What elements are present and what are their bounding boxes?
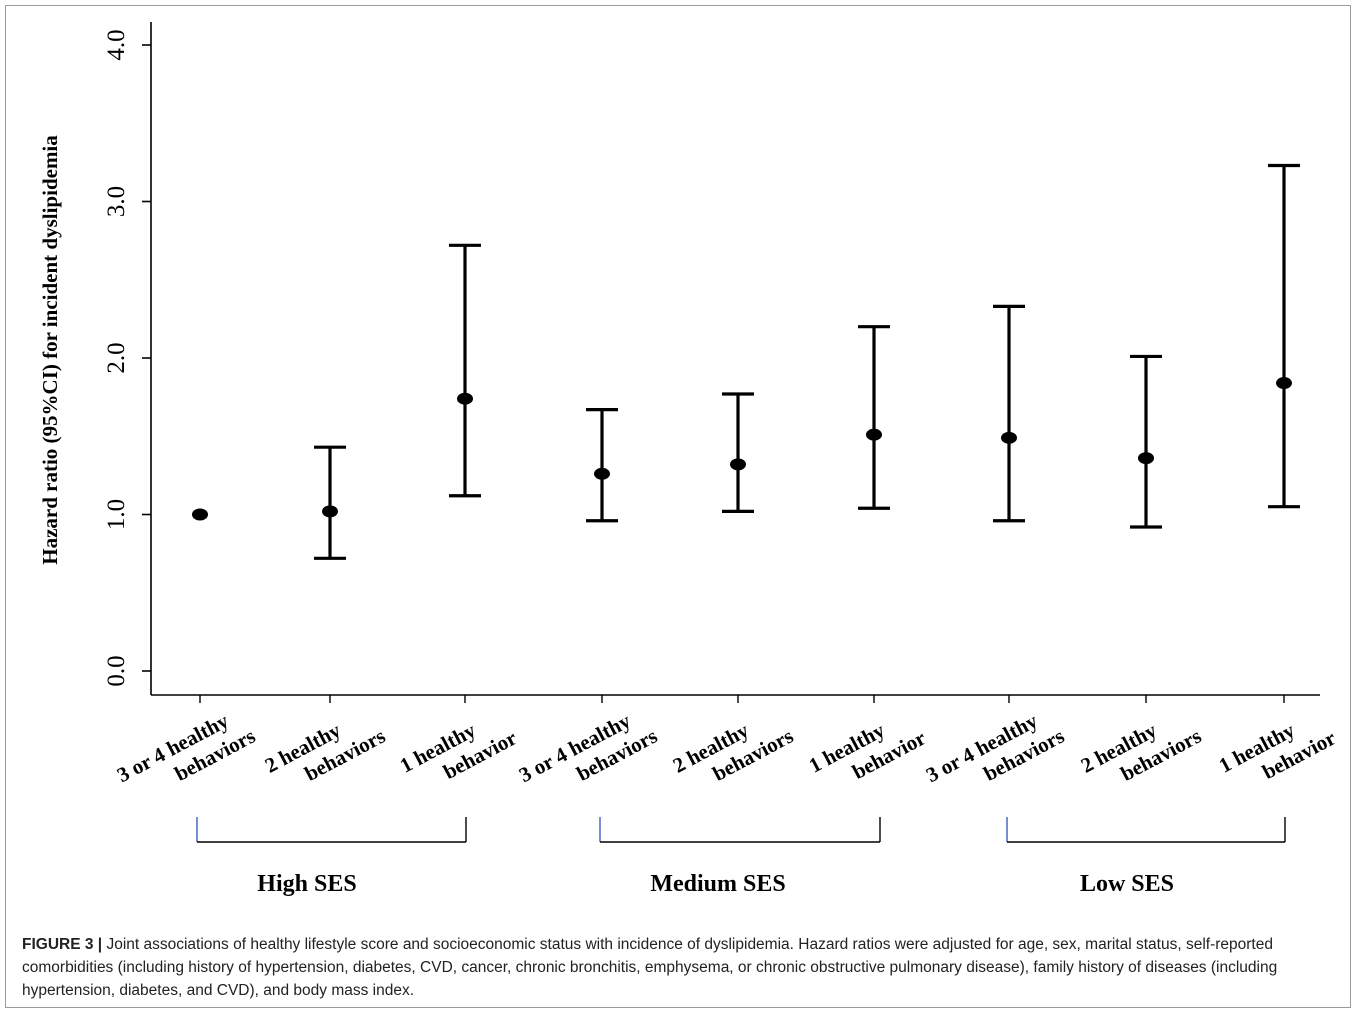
hazard-ratio-point — [1001, 431, 1017, 444]
hazard-ratio-point — [866, 428, 882, 441]
y-tick-label: 3.0 — [103, 186, 130, 217]
x-category-label: 3 or 4 healthybehaviors — [113, 701, 259, 810]
x-category-label: 2 healthybehaviors — [669, 701, 797, 801]
y-tick-label: 1.0 — [103, 499, 130, 530]
hazard-ratio-point — [594, 467, 610, 480]
figure-caption: FIGURE 3 | Joint associations of healthy… — [22, 933, 1328, 1002]
caption-label: FIGURE 3 | — [22, 936, 103, 953]
hazard-ratio-point — [1276, 377, 1292, 390]
x-category-label: 3 or 4 healthybehaviors — [922, 701, 1068, 810]
x-category-label: 1 healthybehavior — [1215, 703, 1340, 801]
group-label: Medium SES — [650, 871, 785, 897]
x-category-label: 3 or 4 healthybehaviors — [515, 701, 661, 810]
x-category-label: 2 healthybehaviors — [1077, 701, 1205, 801]
x-category-label: 1 healthybehavior — [396, 703, 521, 801]
hazard-ratio-point — [457, 392, 473, 405]
hazard-ratio-point — [730, 458, 746, 471]
x-category-label: 2 healthybehaviors — [261, 701, 389, 801]
figure-frame — [5, 5, 1351, 1008]
x-category-label: 1 healthybehavior — [805, 703, 930, 801]
y-tick-label: 4.0 — [103, 29, 130, 60]
group-label: Low SES — [1080, 871, 1174, 897]
hazard-ratio-point — [192, 508, 208, 521]
group-label: High SES — [257, 871, 356, 897]
caption-text: Joint associations of healthy lifestyle … — [22, 936, 1278, 999]
y-tick-label: 0.0 — [103, 655, 130, 686]
hazard-ratio-point — [322, 505, 338, 518]
hazard-ratio-chart: 0.0 1.0 2.0 3.0 4.0 Hazard ratio (95%CI) for … — [38, 22, 1340, 897]
y-axis-title: Hazard ratio (95%CI) for incident dyslip… — [38, 135, 62, 565]
y-tick-label: 2.0 — [103, 342, 130, 373]
hazard-ratio-point — [1138, 452, 1154, 465]
